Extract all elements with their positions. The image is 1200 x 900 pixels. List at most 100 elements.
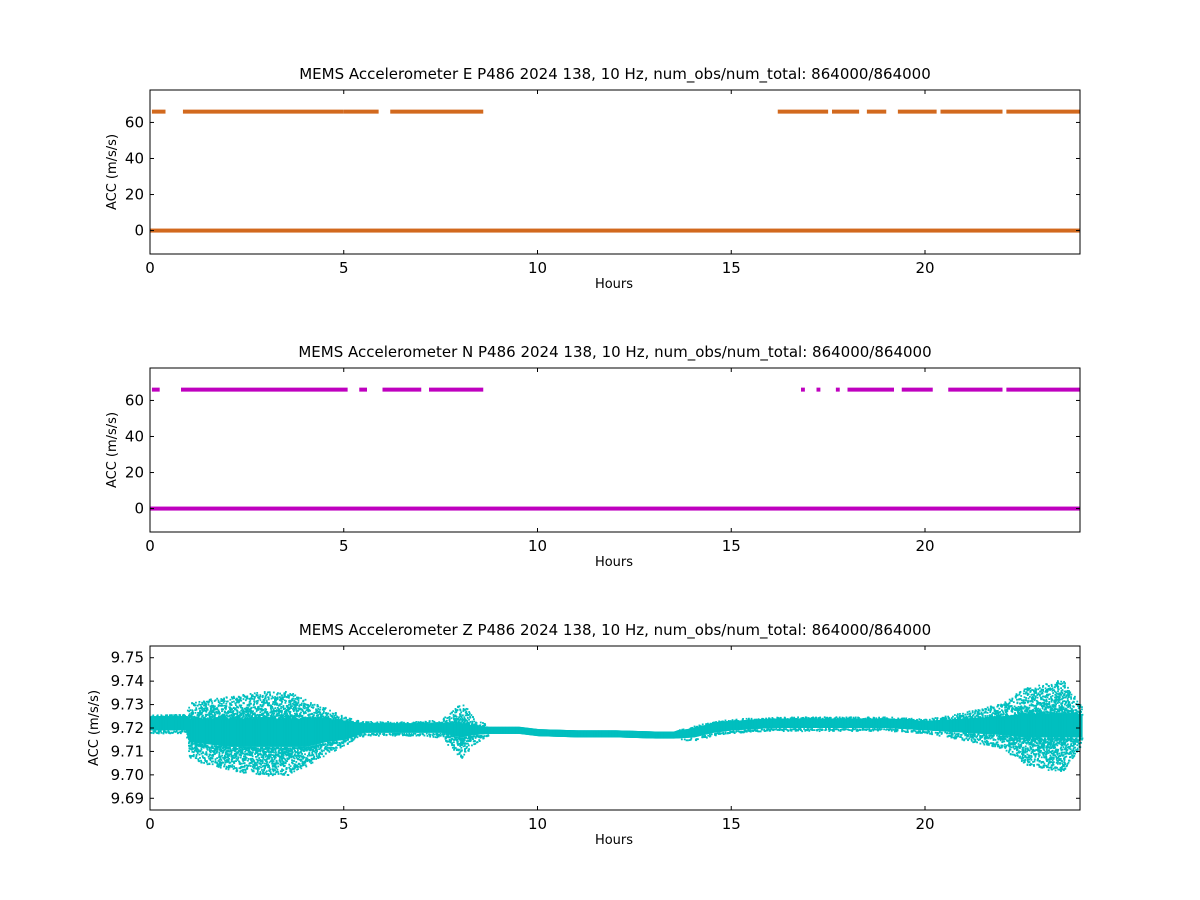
data-point-z: [201, 744, 204, 746]
data-point-z: [462, 719, 464, 721]
data-point-z: [333, 747, 336, 750]
data-point-z: [233, 716, 235, 718]
data-point-z: [246, 747, 249, 749]
data-point-z: [319, 708, 321, 711]
data-point-z: [456, 736, 458, 739]
data-point-z: [191, 747, 194, 750]
data-point-z: [221, 713, 224, 716]
data-point-z: [231, 764, 234, 766]
data-point-z: [837, 728, 840, 731]
data-point-z: [291, 748, 293, 751]
data-point-z: [190, 717, 193, 720]
data-point-z: [274, 754, 277, 757]
data-point-z: [261, 746, 264, 749]
data-point-z: [434, 736, 437, 739]
data-point-z: [198, 714, 201, 717]
data-point-z: [303, 702, 305, 705]
data-point-z: [272, 709, 275, 712]
data-point-z: [341, 742, 344, 745]
data-point-z: [425, 732, 428, 735]
data-point-z: [206, 708, 209, 711]
data-point-z: [188, 744, 190, 747]
data-point-z: [217, 711, 220, 714]
data-point-z: [315, 712, 318, 715]
data-point-z: [216, 757, 219, 760]
data-point-z: [210, 710, 213, 713]
data-point-z: [347, 742, 349, 745]
data-point-z: [459, 714, 462, 716]
data-point-z: [327, 715, 330, 718]
data-point-z: [463, 721, 466, 724]
data-point-z: [718, 732, 720, 734]
data-point-z: [206, 713, 209, 716]
data-point-z: [238, 715, 240, 717]
data-point-z: [214, 749, 217, 752]
data-point-z: [200, 707, 203, 710]
data-point-z: [311, 748, 314, 751]
data-point-z: [469, 720, 472, 723]
data-point-z: [271, 758, 273, 761]
data-point-z: [242, 762, 245, 765]
data-point-z: [859, 729, 861, 732]
data-point-z: [292, 710, 295, 713]
y-tick-label: 40: [125, 149, 144, 167]
data-point-z: [768, 728, 771, 731]
data-point-z: [224, 708, 227, 710]
data-point-z: [230, 753, 233, 756]
data-point-z: [279, 760, 282, 762]
data-point-z: [471, 744, 473, 747]
data-band-n: [948, 387, 1003, 392]
data-point-z: [431, 720, 434, 722]
data-point-z: [274, 756, 277, 759]
data-point-z: [227, 760, 230, 763]
data-point-z: [348, 740, 351, 743]
data-point-z: [459, 740, 462, 742]
data-point-z: [253, 692, 256, 695]
data-point-z: [304, 761, 307, 764]
data-point-z: [238, 760, 240, 763]
data-point-z: [267, 696, 270, 699]
data-point-z: [299, 764, 302, 767]
data-point-z: [215, 707, 218, 710]
data-point-z: [251, 694, 254, 696]
data-point-z: [316, 744, 318, 747]
data-point-z: [272, 768, 275, 771]
data-point-z: [269, 755, 272, 758]
data-point-z: [236, 713, 239, 716]
data-point-z: [454, 708, 457, 710]
data-point-z: [311, 753, 314, 756]
data-point-z: [229, 716, 232, 719]
data-point-z: [202, 710, 205, 712]
data-point-z: [208, 698, 211, 701]
data-point-z: [302, 706, 305, 708]
data-point-z: [233, 697, 236, 700]
data-point-z: [308, 716, 311, 719]
data-point-z: [395, 733, 398, 736]
data-point-z: [471, 720, 474, 723]
data-band-n: [382, 387, 422, 392]
data-point-z: [828, 730, 831, 732]
data-point-z: [460, 715, 463, 718]
data-point-z: [247, 713, 250, 716]
data-point-z: [258, 749, 260, 752]
data-point-z: [233, 708, 236, 711]
data-point-z: [289, 706, 292, 709]
data-point-z: [197, 711, 199, 714]
data-point-z: [289, 701, 292, 703]
data-point-z: [191, 746, 193, 749]
data-point-z: [842, 728, 845, 731]
data-point-z: [188, 742, 190, 745]
data-point-z: [209, 751, 212, 753]
data-point-z: [412, 732, 415, 735]
data-point-z: [194, 744, 197, 747]
data-point-z: [419, 721, 422, 723]
data-point-z: [323, 747, 326, 750]
data-point-z: [229, 765, 232, 768]
data-point-z: [232, 754, 235, 757]
data-point-z: [266, 714, 269, 717]
data-point-z: [467, 749, 470, 752]
data-point-z: [267, 774, 270, 777]
data-point-z: [259, 750, 262, 753]
data-band-n: [181, 387, 348, 392]
data-point-z: [443, 719, 445, 721]
